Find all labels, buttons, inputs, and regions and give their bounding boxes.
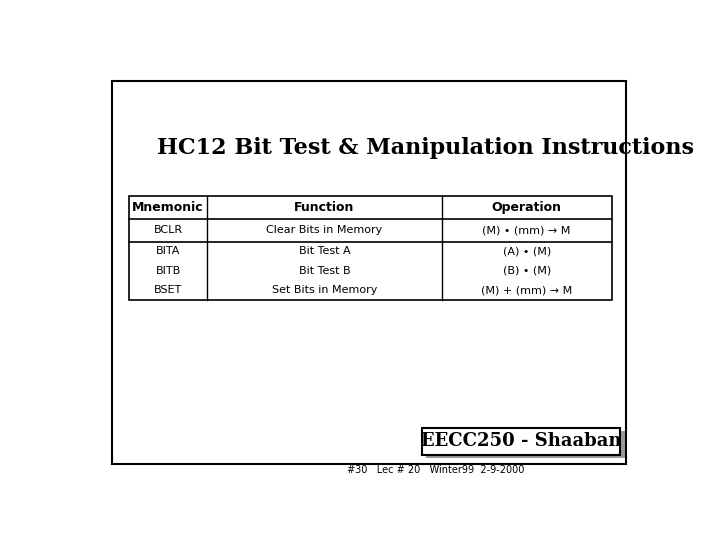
Text: BCLR: BCLR: [153, 225, 183, 235]
Text: Mnemonic: Mnemonic: [132, 201, 204, 214]
Bar: [129, 196, 612, 300]
Text: BITB: BITB: [156, 266, 181, 275]
Text: BSET: BSET: [154, 285, 182, 295]
Text: Operation: Operation: [492, 201, 562, 214]
Bar: [426, 431, 624, 458]
Text: Bit Test A: Bit Test A: [299, 246, 350, 256]
Text: Set Bits in Memory: Set Bits in Memory: [271, 285, 377, 295]
Text: Clear Bits in Memory: Clear Bits in Memory: [266, 225, 382, 235]
Text: EECC250 - Shaaban: EECC250 - Shaaban: [420, 433, 621, 450]
Text: (M) + (mm) → M: (M) + (mm) → M: [481, 285, 572, 295]
Text: HC12 Bit Test & Manipulation Instructions: HC12 Bit Test & Manipulation Instruction…: [157, 137, 694, 159]
Text: (M) • (mm) → M: (M) • (mm) → M: [482, 225, 571, 235]
Text: (A) • (M): (A) • (M): [503, 246, 551, 256]
Text: BITA: BITA: [156, 246, 180, 256]
Text: Bit Test B: Bit Test B: [299, 266, 350, 275]
Text: (B) • (M): (B) • (M): [503, 266, 551, 275]
Text: #30   Lec # 20   Winter99  2-9-2000: #30 Lec # 20 Winter99 2-9-2000: [347, 465, 525, 475]
Bar: [422, 428, 620, 455]
Text: Function: Function: [294, 201, 354, 214]
